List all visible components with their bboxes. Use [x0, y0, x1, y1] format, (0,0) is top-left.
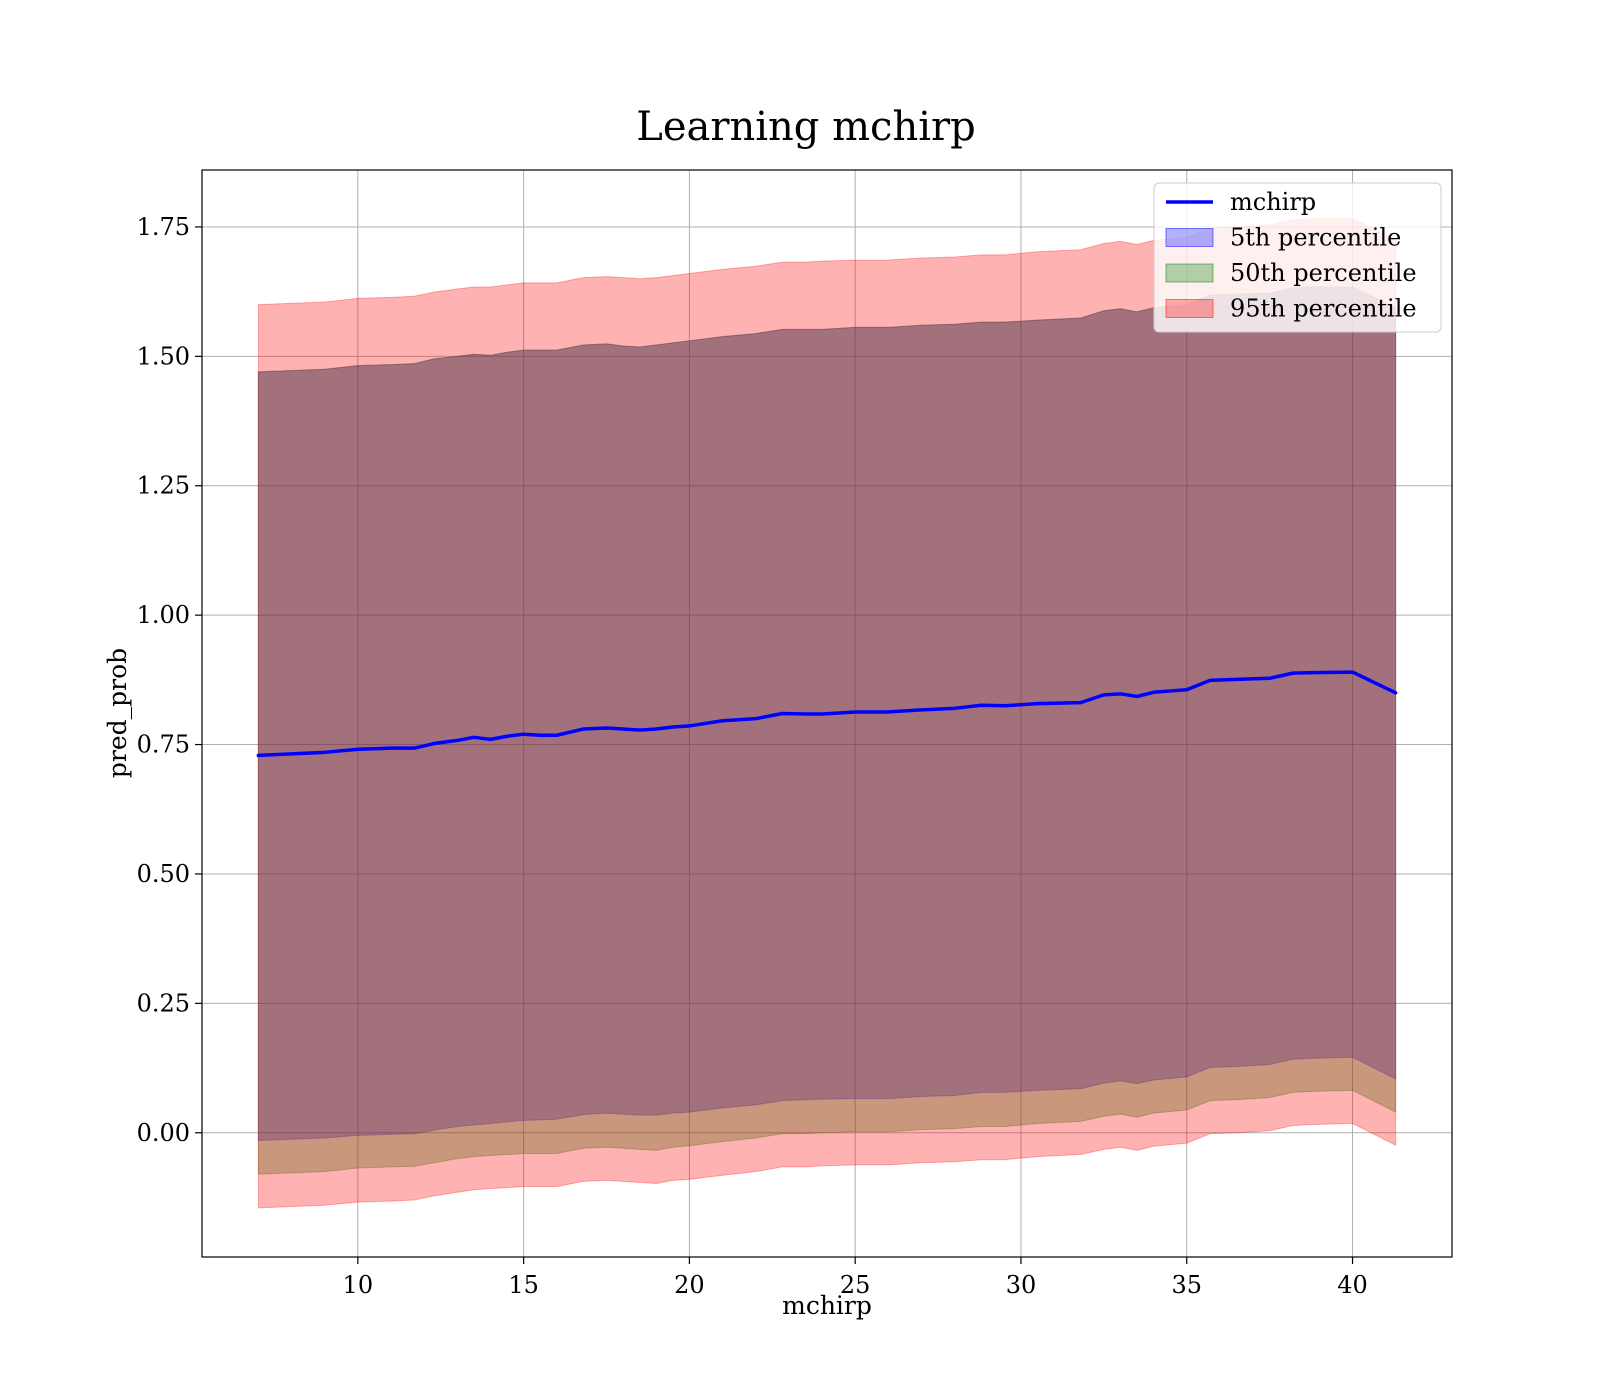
legend: mchirp 5th percentile 50th percentile 95th … — [1153, 182, 1442, 333]
legend-label: mchirp — [1230, 188, 1316, 216]
y-axis-ticks: 0.00 0.25 0.50 0.75 1.00 1.25 1.50 1.75 — [137, 213, 202, 1147]
y-tick-label: 1.50 — [137, 342, 190, 370]
y-tick-label: 1.00 — [137, 601, 190, 629]
mean-line — [256, 670, 1398, 758]
legend-label: 95th percentile — [1230, 295, 1417, 323]
legend-swatch-5th-percentile — [1165, 228, 1214, 247]
plot-frame — [201, 169, 1453, 1258]
band-50th-percentile — [257, 286, 1397, 1175]
legend-label: 5th percentile — [1230, 224, 1401, 252]
series-line-mchirp — [256, 670, 1398, 758]
y-tick-label: 1.25 — [137, 472, 190, 500]
chart-title: Learning mchirp — [636, 104, 975, 150]
x-tick-label: 10 — [343, 1271, 374, 1299]
legend-swatch-95th-percentile — [1165, 299, 1214, 318]
x-tick-label: 20 — [674, 1271, 705, 1299]
y-axis-label: pred_prob — [103, 648, 132, 778]
grid — [202, 170, 1452, 1257]
x-axis-ticks: 10 15 20 25 30 35 40 — [343, 1257, 1368, 1299]
y-tick-label: 0.50 — [137, 860, 190, 888]
legend-label: 50th percentile — [1230, 259, 1417, 287]
legend-box — [1153, 182, 1442, 333]
x-tick-label: 15 — [508, 1271, 539, 1299]
y-tick-label: 0.75 — [137, 731, 190, 759]
x-tick-label: 25 — [840, 1271, 871, 1299]
y-tick-label: 0.25 — [137, 989, 190, 1017]
legend-swatch-50th-percentile — [1165, 263, 1214, 283]
x-tick-label: 35 — [1171, 1271, 1202, 1299]
x-axis-label: mchirp — [782, 1291, 872, 1320]
y-tick-label: 0.00 — [137, 1119, 190, 1147]
x-tick-label: 40 — [1337, 1271, 1368, 1299]
y-tick-label: 1.75 — [137, 213, 190, 241]
x-tick-label: 30 — [1006, 1271, 1037, 1299]
